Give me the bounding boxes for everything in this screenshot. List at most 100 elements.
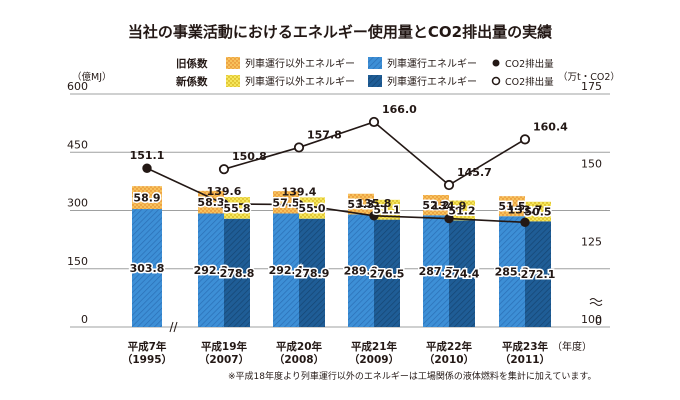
category-label: 平成19年 xyxy=(201,340,248,353)
bar-other-energy-new xyxy=(449,200,475,221)
value-label-other-new: 55.8 xyxy=(223,202,250,215)
bar-train-energy-new xyxy=(224,218,250,327)
right-tick-label: 150 xyxy=(581,158,602,171)
value-label-train-new: 274.4 xyxy=(445,268,480,281)
category-sublabel: （2007） xyxy=(199,353,249,366)
chart-title: 当社の事業活動におけるエネルギー使用量とCO2排出量の実績 xyxy=(128,23,552,41)
bar-other-energy-new xyxy=(374,199,400,220)
value-label-train-new: 278.9 xyxy=(295,267,330,280)
co2-old-point xyxy=(219,199,229,209)
bar-train-energy-old xyxy=(273,213,299,327)
category-label: 平成22年 xyxy=(426,340,473,353)
left-tick-label: 450 xyxy=(67,138,88,151)
value-label-other-new: 51.1 xyxy=(373,204,400,217)
legend-swatch-other-new xyxy=(226,75,240,87)
co2-new-point xyxy=(443,179,455,191)
left-tick-label: 300 xyxy=(67,197,88,210)
legend-co2-new-text: CO2排出量 xyxy=(505,76,554,88)
left-tick-label: 0 xyxy=(81,313,88,326)
bar-other-energy-old xyxy=(423,195,449,216)
legend-co2-old-text: CO2排出量 xyxy=(505,58,554,70)
category-sublabel: （2010） xyxy=(424,353,474,366)
category-sublabel: （2008） xyxy=(274,353,324,366)
co2-new-value-label: 160.4 xyxy=(533,120,568,133)
bar-other-energy-new xyxy=(224,197,250,219)
right-axis-break-icon xyxy=(589,298,603,306)
co2-new-point xyxy=(293,142,305,153)
value-label-train-new: 272.1 xyxy=(521,268,556,281)
value-label-other-old: 58.3 xyxy=(197,196,224,209)
legend-marker-co2-old xyxy=(492,59,500,67)
footnote: ※平成18年度より列車運行以外のエネルギーは工場関係の液体燃料を集計に加えていま… xyxy=(228,370,596,382)
value-label-other-old: 57.5 xyxy=(272,196,299,209)
legend-swatch-train-new xyxy=(368,75,382,87)
value-label-train-old: 292.3 xyxy=(194,264,229,277)
category-sublabel: （2011） xyxy=(500,353,550,366)
x-axis-unit: （年度） xyxy=(552,340,592,353)
bar-train-energy-old xyxy=(499,216,525,327)
co2-old-value-label: 134.9 xyxy=(432,200,467,213)
x-axis-break-icon xyxy=(169,321,178,333)
co2-old-point xyxy=(444,213,454,224)
category-sublabel: （2009） xyxy=(349,353,399,366)
bar-other-energy-old xyxy=(132,186,162,210)
value-label-train-new: 276.5 xyxy=(370,267,405,280)
co2-new-point xyxy=(218,164,230,175)
value-label-train-old: 285.3 xyxy=(495,266,530,279)
legend-other-old-text: 列車運行以外エネルギー xyxy=(245,57,355,70)
co2-old-value-label: 139.6 xyxy=(207,185,242,198)
value-label-other-old: 51.5 xyxy=(498,200,525,213)
value-label-train-new: 278.8 xyxy=(220,267,255,280)
co2-old-value-label: 139.4 xyxy=(282,186,317,199)
right-tick-label: 100 xyxy=(581,313,602,326)
value-label-other-old: 58.9 xyxy=(133,192,160,205)
right-tick-label: 0 xyxy=(595,315,602,328)
co2-new-point xyxy=(519,134,531,145)
co2-old-value-label: 135.8 xyxy=(357,197,392,210)
bar-other-energy-old xyxy=(348,193,374,215)
value-label-train-old: 287.7 xyxy=(419,265,454,278)
left-tick-label: 150 xyxy=(67,255,88,268)
co2-old-value-label: 133.7 xyxy=(508,203,543,216)
value-label-train-old: 303.8 xyxy=(130,262,165,275)
legend-swatch-train-old xyxy=(368,57,382,69)
bar-train-energy-new xyxy=(299,218,325,327)
left-axis-unit: （億MJ） xyxy=(72,71,112,83)
bar-train-energy-new xyxy=(525,221,551,327)
co2-old-point xyxy=(369,211,379,221)
bar-train-energy-old xyxy=(423,215,449,327)
category-label: 平成20年 xyxy=(276,340,323,353)
value-label-other-new: 55.0 xyxy=(298,202,325,215)
co2-old-line xyxy=(146,167,526,224)
bar-other-energy-new xyxy=(525,201,551,222)
bar-other-energy-old xyxy=(198,190,224,214)
co2-new-value-label: 157.8 xyxy=(307,128,342,141)
value-label-other-old: 52.2 xyxy=(422,199,449,212)
right-tick-label: 125 xyxy=(581,235,602,248)
value-label-other-old: 53.3 xyxy=(347,198,374,211)
bar-train-energy-old xyxy=(132,209,162,327)
legend: 旧係数 新係数 列車運行以外エネルギー 列車運行以外エネルギー 列車運行エネルギ… xyxy=(176,57,554,88)
category-label: 平成23年 xyxy=(502,340,549,353)
bar-train-energy-old xyxy=(348,214,374,327)
bar-other-energy-old xyxy=(499,196,525,217)
right-axis-unit: （万t・CO2） xyxy=(558,71,620,83)
value-label-train-old: 292.4 xyxy=(269,264,304,277)
co2-new-point xyxy=(368,116,380,128)
bar-train-energy-old xyxy=(198,213,224,327)
right-tick-label: 175 xyxy=(581,80,602,93)
co2-old-point xyxy=(520,217,530,228)
legend-old-label: 旧係数 xyxy=(176,57,208,70)
legend-new-label: 新係数 xyxy=(176,75,208,88)
bar-other-energy-new xyxy=(299,197,325,219)
co2-old-point xyxy=(142,163,152,173)
value-label-other-new: 50.5 xyxy=(524,206,551,219)
bar-train-energy-new xyxy=(449,220,475,327)
legend-train-old-text: 列車運行エネルギー xyxy=(387,57,477,70)
co2-old-point xyxy=(294,199,304,210)
co2-old-value-label: 151.1 xyxy=(130,149,165,162)
bar-train-energy-new xyxy=(374,219,400,327)
legend-other-new-text: 列車運行以外エネルギー xyxy=(245,75,355,88)
bar-other-energy-old xyxy=(273,191,299,214)
